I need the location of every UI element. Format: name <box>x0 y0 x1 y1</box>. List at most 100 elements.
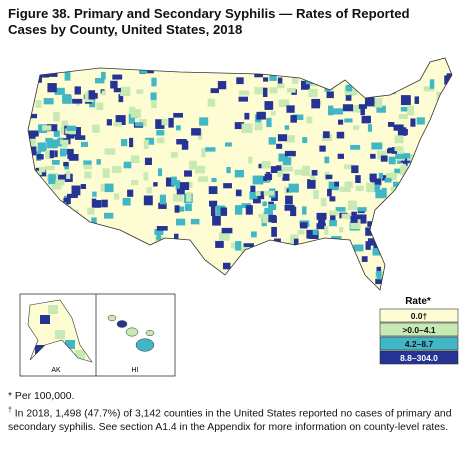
county <box>415 162 423 169</box>
county <box>445 291 449 300</box>
county <box>281 273 290 282</box>
county <box>355 185 364 191</box>
county <box>328 181 339 191</box>
county <box>297 230 305 235</box>
county <box>411 210 419 216</box>
county <box>373 241 379 248</box>
county <box>312 255 322 262</box>
county <box>311 170 318 176</box>
county <box>415 228 422 235</box>
county <box>327 58 335 66</box>
county <box>264 207 273 215</box>
county <box>282 157 292 166</box>
county <box>303 287 310 290</box>
county <box>249 191 258 200</box>
county <box>274 59 280 69</box>
county <box>366 182 375 193</box>
legend-swatch <box>379 308 459 323</box>
county <box>61 231 72 241</box>
county <box>316 73 325 79</box>
county <box>403 272 415 281</box>
county <box>400 267 411 277</box>
county <box>175 125 181 131</box>
county <box>104 183 114 193</box>
county <box>407 62 415 71</box>
county <box>67 193 78 199</box>
county <box>101 258 108 264</box>
county <box>371 178 382 186</box>
county <box>392 260 400 270</box>
county <box>67 150 72 159</box>
county <box>235 189 242 197</box>
county <box>427 178 438 189</box>
county <box>326 242 338 251</box>
county <box>241 123 253 134</box>
county <box>358 287 366 290</box>
county <box>234 169 244 178</box>
county <box>384 177 392 183</box>
county <box>49 150 55 159</box>
county <box>264 103 273 110</box>
county <box>93 200 102 208</box>
county <box>437 214 447 221</box>
county <box>414 286 421 290</box>
county <box>41 277 49 285</box>
county <box>319 145 326 152</box>
county <box>441 277 451 286</box>
county <box>50 267 60 277</box>
county <box>443 115 448 126</box>
county <box>316 223 326 230</box>
legend-label: 0.0† <box>411 311 428 321</box>
county <box>30 113 38 119</box>
county <box>388 147 395 154</box>
county <box>177 206 185 212</box>
county <box>422 169 429 174</box>
county <box>66 131 75 139</box>
county <box>284 204 295 211</box>
county <box>130 155 140 164</box>
county <box>75 283 82 290</box>
county <box>345 213 352 220</box>
county <box>143 172 149 181</box>
county <box>323 282 334 290</box>
county <box>290 206 297 217</box>
county <box>51 62 62 67</box>
title: Figure 38. Primary and Secondary Syphili… <box>8 6 410 38</box>
county <box>180 253 187 258</box>
county <box>243 243 254 251</box>
county <box>440 249 449 259</box>
county <box>129 137 134 148</box>
county <box>40 284 49 290</box>
county <box>154 228 164 235</box>
footnote-marker: † <box>8 407 12 414</box>
county <box>76 229 84 239</box>
county <box>430 293 437 302</box>
county <box>131 180 139 186</box>
county <box>318 281 326 289</box>
county <box>266 245 274 255</box>
county <box>110 80 118 89</box>
county <box>39 237 46 246</box>
county <box>298 254 303 264</box>
county <box>445 204 452 215</box>
county <box>225 142 232 147</box>
county <box>363 278 368 286</box>
county <box>280 279 286 290</box>
county <box>208 186 218 195</box>
county <box>55 222 64 233</box>
county <box>51 275 58 282</box>
county <box>416 148 423 153</box>
county <box>66 125 77 131</box>
county <box>398 77 408 85</box>
county <box>91 217 97 225</box>
county <box>374 184 381 192</box>
county <box>362 83 373 90</box>
county <box>383 293 392 298</box>
county <box>153 182 158 187</box>
county <box>53 130 60 137</box>
county <box>280 255 291 265</box>
county <box>263 77 269 82</box>
county <box>156 226 168 231</box>
county <box>133 256 141 264</box>
